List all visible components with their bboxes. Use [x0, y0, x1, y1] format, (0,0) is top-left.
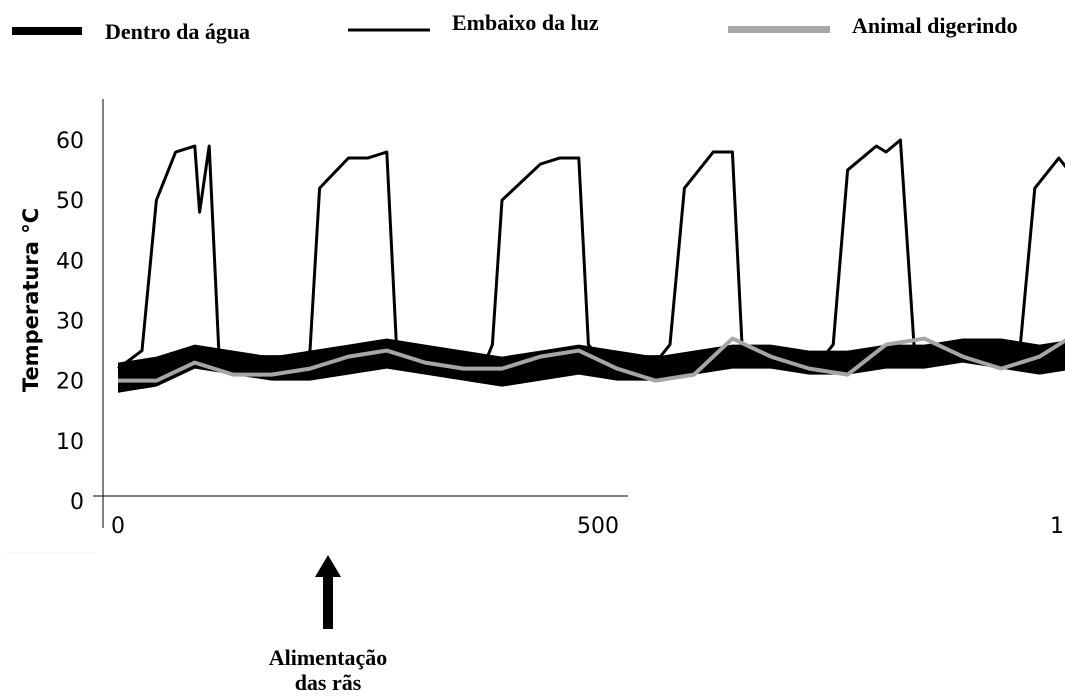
- y-ticks: 0 10 20 30 40 50 60: [56, 129, 84, 515]
- legend-swatch-dentro: [12, 27, 82, 35]
- annotation-line-2: das rãs: [295, 670, 362, 695]
- annotation-line-1: Alimentação: [269, 645, 388, 670]
- y-axis-title: Temperatura °C: [19, 208, 43, 392]
- y-tick-label: 30: [56, 310, 84, 335]
- legend-label-animal: Animal digerindo: [852, 13, 1018, 38]
- arrow-shaft: [323, 575, 333, 629]
- line-layer: [117, 138, 1065, 383]
- arrow-head-icon: [315, 555, 341, 577]
- y-tick-label: 20: [56, 370, 84, 395]
- legend: Dentro da água Embaixo da luz Animal dig…: [12, 10, 1018, 44]
- y-tick-label: 0: [70, 490, 84, 515]
- series-line-animal: [118, 336, 1065, 383]
- y-tick-label: 60: [56, 129, 84, 154]
- legend-swatch-animal: [728, 26, 830, 33]
- series-line-embaixo: [117, 138, 1065, 370]
- x-tick-label: 500: [577, 514, 619, 539]
- x-tick-label: 1000: [1050, 514, 1065, 539]
- legend-label-dentro: Dentro da água: [105, 19, 250, 44]
- y-tick-label: 50: [56, 189, 84, 214]
- feeding-annotation: Alimentação das rãs: [269, 555, 388, 695]
- y-tick-label: 10: [56, 430, 84, 455]
- y-tick-label: 40: [56, 249, 84, 274]
- x-ticks: 0 500 1000: [111, 514, 1065, 539]
- x-tick-label: 0: [111, 514, 125, 539]
- legend-label-embaixo: Embaixo da luz: [452, 10, 599, 35]
